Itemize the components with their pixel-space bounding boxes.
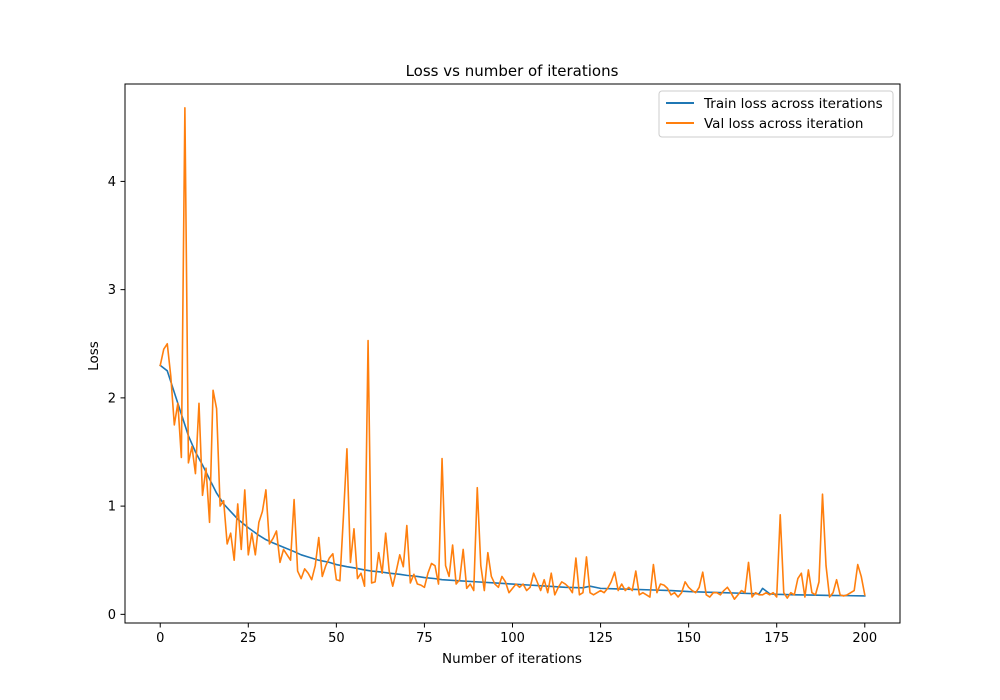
legend-label-train: Train loss across iterations	[703, 96, 883, 112]
y-tick-label: 3	[108, 283, 116, 298]
legend: Train loss across iterations Val loss ac…	[658, 90, 894, 138]
x-tick-label: 25	[240, 631, 257, 646]
x-tick-label: 200	[852, 631, 877, 646]
y-axis-label: Loss	[86, 341, 102, 371]
x-tick-label: 50	[328, 631, 345, 646]
x-tick-label: 0	[156, 631, 164, 646]
x-tick-label: 75	[416, 631, 433, 646]
y-tick-label: 1	[108, 500, 116, 515]
y-axis-ticks: 0 1 2 3 4	[108, 175, 125, 623]
legend-box	[658, 90, 894, 138]
y-tick-label: 2	[108, 391, 116, 406]
legend-label-val: Val loss across iteration	[704, 116, 863, 132]
x-axis-label: Number of iterations	[442, 651, 582, 667]
y-tick-label: 4	[108, 175, 116, 190]
x-tick-label: 125	[588, 631, 613, 646]
val-loss-line	[159, 107, 866, 600]
x-tick-label: 175	[764, 631, 789, 646]
y-tick-label: 0	[108, 608, 116, 623]
series-layer	[159, 107, 866, 600]
x-tick-label: 150	[676, 631, 701, 646]
train-loss-line	[159, 364, 866, 597]
x-tick-label: 100	[500, 631, 525, 646]
chart-title: Loss vs number of iterations	[406, 62, 619, 80]
x-axis-ticks: 0 25 50 75 100 125 150 175 200	[156, 623, 877, 646]
